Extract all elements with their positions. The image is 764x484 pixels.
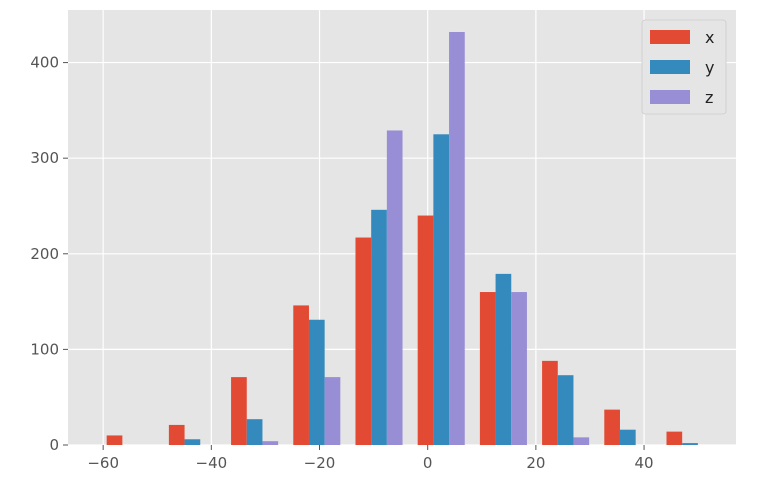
x-tick-label: 0	[423, 454, 433, 472]
bar-x	[293, 305, 309, 445]
legend-swatch-x	[650, 30, 690, 44]
bar-y	[184, 439, 201, 445]
bar-x	[231, 377, 247, 445]
y-tick-label: 100	[30, 340, 59, 358]
y-tick-label: 400	[30, 54, 59, 72]
bar-z	[573, 437, 590, 445]
x-tick-label: 20	[526, 454, 545, 472]
x-axis-ticks: −60 −40 −20 0 20 40	[87, 445, 654, 472]
bar-z	[449, 31, 465, 445]
bar-x	[355, 237, 372, 445]
bar-x	[604, 409, 620, 445]
bar-x	[542, 360, 558, 445]
legend-label-y: y	[705, 58, 714, 77]
legend-swatch-z	[650, 90, 690, 104]
legend-label-z: z	[705, 88, 713, 107]
bar-z	[262, 441, 279, 445]
bar-y	[371, 209, 387, 445]
bar-z	[324, 377, 341, 445]
legend-label-x: x	[705, 28, 714, 47]
legend: x y z	[641, 19, 727, 115]
y-axis-ticks: 0 100 200 300 400	[30, 54, 68, 454]
bar-x	[417, 215, 434, 445]
bar-x	[479, 292, 496, 445]
y-tick-label: 200	[30, 245, 59, 263]
bars	[106, 31, 698, 446]
bar-y	[308, 319, 325, 445]
bar-y	[495, 273, 512, 445]
bar-z	[511, 292, 527, 445]
y-tick-label: 0	[49, 436, 59, 454]
bar-x	[666, 431, 683, 445]
bar-y	[433, 134, 450, 446]
x-tick-label: −40	[196, 454, 228, 472]
bar-y	[682, 443, 698, 445]
bar-x	[106, 435, 123, 445]
bar-y	[557, 375, 574, 445]
x-tick-label: −60	[87, 454, 119, 472]
x-tick-label: −20	[304, 454, 336, 472]
legend-swatch-y	[650, 60, 690, 74]
x-tick-label: 40	[635, 454, 654, 472]
bar-y	[619, 429, 636, 445]
bar-x	[168, 424, 185, 445]
bar-y	[246, 419, 263, 445]
bar-z	[386, 130, 403, 445]
y-tick-label: 300	[30, 149, 59, 167]
